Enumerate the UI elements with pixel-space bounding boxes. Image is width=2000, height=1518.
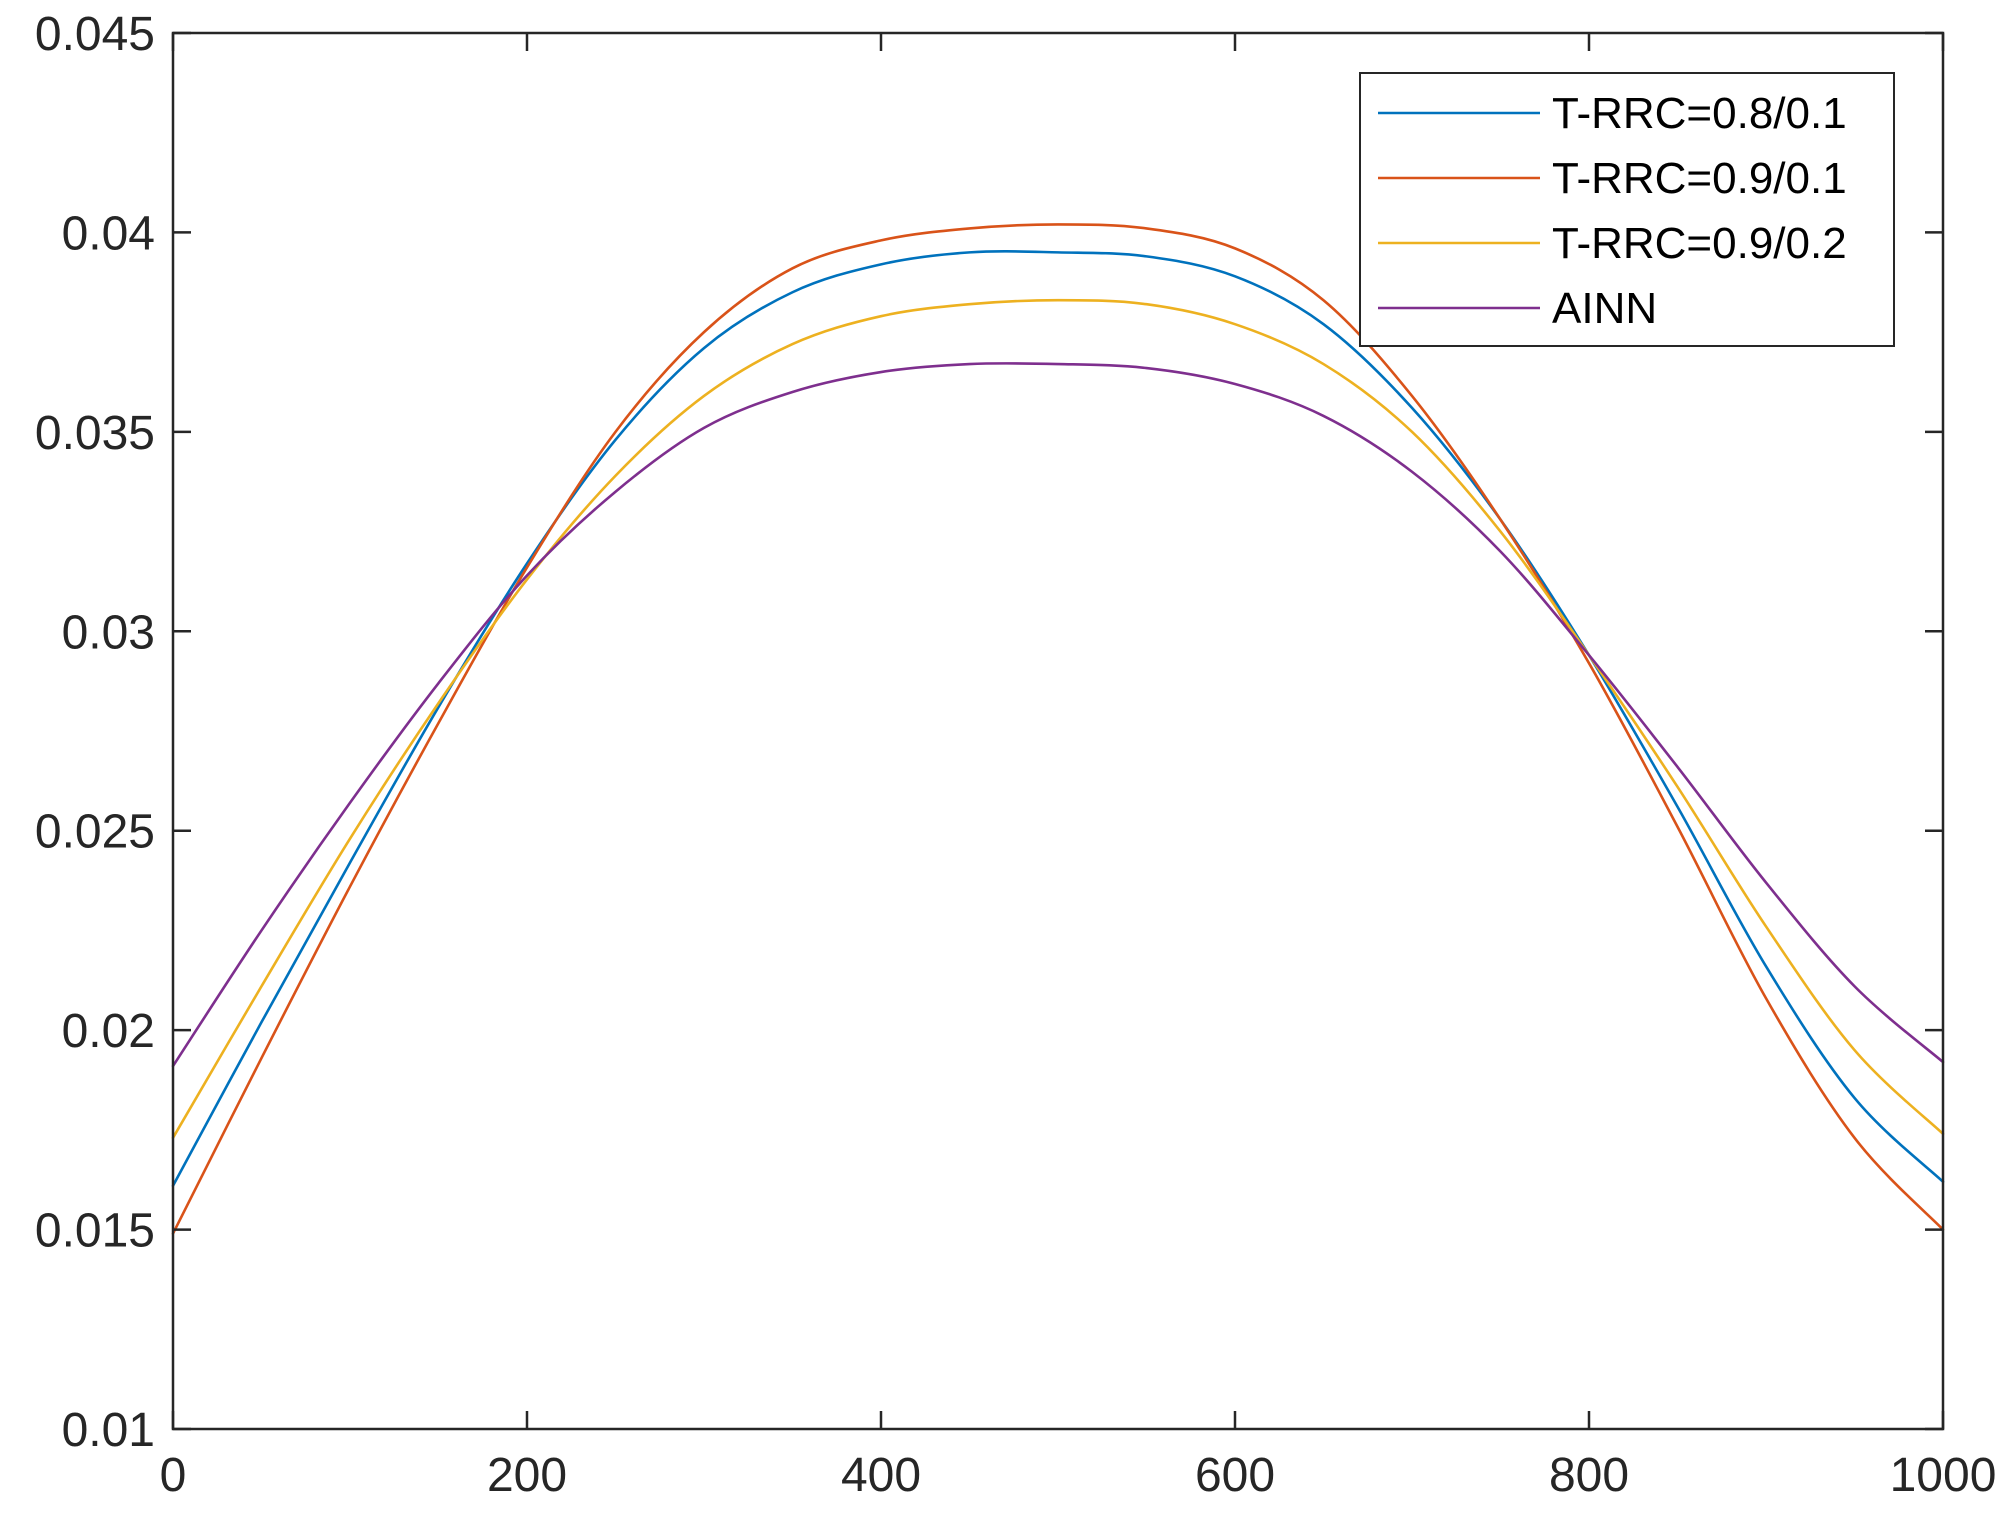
series-line-t-rrc-0-9-0-1 (171, 223, 1945, 1235)
y-tick-label: 0.035 (35, 407, 155, 460)
y-tick-label: 0.02 (62, 1005, 155, 1058)
series-line-ainn (171, 361, 1945, 1068)
y-tick-label: 0.015 (35, 1205, 155, 1258)
x-tick-label: 0 (160, 1449, 187, 1502)
x-tick-label: 600 (1195, 1449, 1275, 1502)
legend-label: T-RRC=0.8/0.1 (1552, 89, 1847, 138)
x-tick-label: 1000 (1890, 1449, 1997, 1502)
legend-entry-t-rrc-0-9-0-2: T-RRC=0.9/0.2 (1378, 219, 1847, 268)
x-tick-labels: 0 200 400 600 800 1000 (160, 1449, 1997, 1502)
y-tick-labels: 0.01 0.015 0.02 0.025 0.03 0.035 0.04 0.045 (35, 8, 155, 1457)
y-tick-label: 0.025 (35, 806, 155, 859)
series-line-t-rrc-0-9-0-2 (171, 298, 1945, 1140)
legend-label: T-RRC=0.9/0.2 (1552, 219, 1847, 268)
ticks-layer (171, 31, 1945, 1431)
x-tick-label: 400 (841, 1449, 921, 1502)
y-tick-label: 0.045 (35, 8, 155, 61)
plot-frame (171, 31, 1945, 1431)
x-tick-label: 200 (487, 1449, 567, 1502)
legend-box (1359, 72, 1895, 347)
legend-entry-t-rrc-0-8-0-1: T-RRC=0.8/0.1 (1378, 89, 1847, 138)
y-tick-label: 0.04 (62, 207, 155, 260)
legend-label: AINN (1552, 284, 1657, 333)
legend: T-RRC=0.8/0.1 T-RRC=0.9/0.1 T-RRC=0.9/0.2 A… (1359, 72, 1895, 347)
legend-entries: T-RRC=0.8/0.1 T-RRC=0.9/0.1 T-RRC=0.9/0.2 A… (1378, 89, 1847, 333)
legend-label: T-RRC=0.9/0.1 (1552, 154, 1847, 203)
series-line-t-rrc-0-8-0-1 (171, 250, 1945, 1187)
legend-entry-ainn: AINN (1378, 284, 1657, 333)
legend-entry-t-rrc-0-9-0-1: T-RRC=0.9/0.1 (1378, 154, 1847, 203)
y-tick-label: 0.03 (62, 606, 155, 659)
x-tick-label: 800 (1549, 1449, 1629, 1502)
y-tick-label: 0.01 (62, 1404, 155, 1457)
series-layer (171, 223, 1945, 1235)
